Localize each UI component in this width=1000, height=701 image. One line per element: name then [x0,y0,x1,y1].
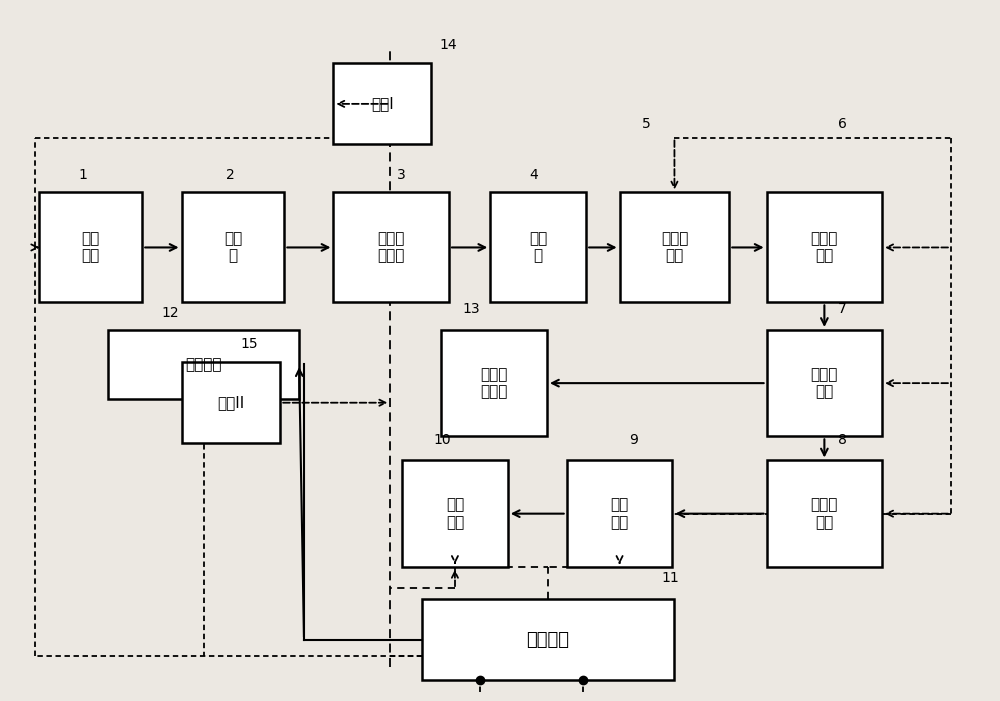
Text: 11: 11 [662,571,679,585]
Text: 2: 2 [226,168,234,182]
Bar [767,330,882,436]
Bar [441,330,547,436]
Text: 开关电源: 开关电源 [527,631,570,648]
Text: 控制
模块: 控制 模块 [610,498,629,530]
Text: 驱动
模块: 驱动 模块 [446,498,464,530]
Text: 14: 14 [439,38,457,52]
Text: 人机交
互接口: 人机交 互接口 [480,367,508,400]
Text: 13: 13 [463,302,480,316]
Bar [108,330,299,399]
Text: 3: 3 [397,168,406,182]
Bar [567,461,672,567]
Text: 检偏
器: 检偏 器 [529,231,547,264]
Bar [39,193,142,302]
Bar [402,461,508,567]
Bar [490,193,586,302]
Text: 10: 10 [433,433,451,447]
Text: 光电探
测器: 光电探 测器 [661,231,688,264]
Text: 8: 8 [838,433,847,447]
Text: 数据处
理器: 数据处 理器 [811,498,838,530]
Text: 5: 5 [642,116,651,130]
Text: 单色
光源: 单色 光源 [82,231,100,264]
Text: 磁极I: 磁极I [371,96,394,111]
Bar [767,461,882,567]
Text: 磁极II: 磁极II [217,395,244,410]
Bar [767,193,882,302]
Bar [333,193,449,302]
Text: 预处理
模块: 预处理 模块 [811,231,838,264]
Text: 7: 7 [838,302,847,316]
Text: 4: 4 [529,168,538,182]
Bar [620,193,729,302]
Text: 15: 15 [240,336,258,350]
Bar [422,599,674,680]
Text: 铁磁流
体薄膜: 铁磁流 体薄膜 [378,231,405,264]
Bar [333,63,431,144]
Text: 1: 1 [79,168,87,182]
Bar [182,193,284,302]
Bar [182,362,280,443]
Text: 数据采
集器: 数据采 集器 [811,367,838,400]
Text: 励磁电源: 励磁电源 [185,357,222,372]
Text: 起偏
器: 起偏 器 [224,231,242,264]
Text: 12: 12 [162,306,180,320]
Text: 9: 9 [629,433,638,447]
Text: 6: 6 [838,116,847,130]
